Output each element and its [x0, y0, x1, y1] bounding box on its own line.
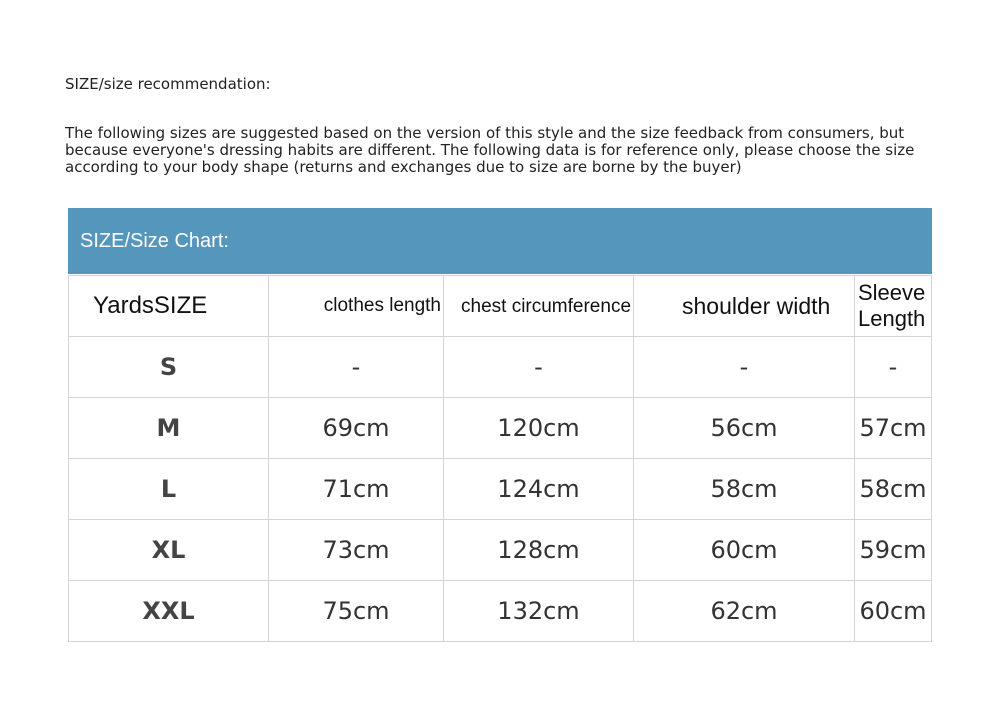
- measurement-cell: 57cm: [854, 397, 932, 459]
- measurement-cell: 120cm: [443, 397, 634, 459]
- size-label: XL: [68, 519, 269, 581]
- page-title: SIZE/size recommendation:: [65, 75, 271, 93]
- measurement-cell: 73cm: [268, 519, 444, 581]
- table-row: L 71cm 124cm 58cm 58cm: [68, 458, 932, 520]
- measurement-cell: -: [854, 336, 932, 398]
- size-table: YardsSIZE clothes length chest circumfer…: [68, 275, 932, 642]
- measurement-cell: -: [268, 336, 444, 398]
- size-label: L: [68, 458, 269, 520]
- size-label: M: [68, 397, 269, 459]
- measurement-cell: 69cm: [268, 397, 444, 459]
- table-row: S----: [68, 336, 932, 398]
- measurement-cell: 124cm: [443, 458, 634, 520]
- measurement-cell: 132cm: [443, 580, 634, 642]
- column-header: clothes length: [268, 275, 444, 337]
- table-row: M 69cm 120cm 56cm 57cm: [68, 397, 932, 459]
- measurement-cell: -: [633, 336, 855, 398]
- column-header: chest circumference: [443, 275, 634, 337]
- table-row: XL 73cm 128cm 60cm 59cm: [68, 519, 932, 581]
- measurement-cell: 58cm: [633, 458, 855, 520]
- measurement-cell: 60cm: [633, 519, 855, 581]
- column-header: shoulder width: [633, 275, 855, 337]
- measurement-cell: 128cm: [443, 519, 634, 581]
- size-label: S: [68, 336, 269, 398]
- measurement-cell: 59cm: [854, 519, 932, 581]
- measurement-cell: 75cm: [268, 580, 444, 642]
- size-label: XXL: [68, 580, 269, 642]
- measurement-cell: 60cm: [854, 580, 932, 642]
- measurement-cell: 58cm: [854, 458, 932, 520]
- table-row: XXL 75cm 132cm 62cm 60cm: [68, 580, 932, 642]
- size-description: The following sizes are suggested based …: [65, 124, 915, 176]
- measurement-cell: 62cm: [633, 580, 855, 642]
- column-header: Sleeve Length: [854, 275, 932, 337]
- measurement-cell: 56cm: [633, 397, 855, 459]
- measurement-cell: 71cm: [268, 458, 444, 520]
- size-chart-title: SIZE/Size Chart:: [68, 208, 932, 274]
- measurement-cell: -: [443, 336, 634, 398]
- column-header: YardsSIZE: [68, 275, 269, 337]
- table-header-row: YardsSIZE clothes length chest circumfer…: [68, 275, 932, 337]
